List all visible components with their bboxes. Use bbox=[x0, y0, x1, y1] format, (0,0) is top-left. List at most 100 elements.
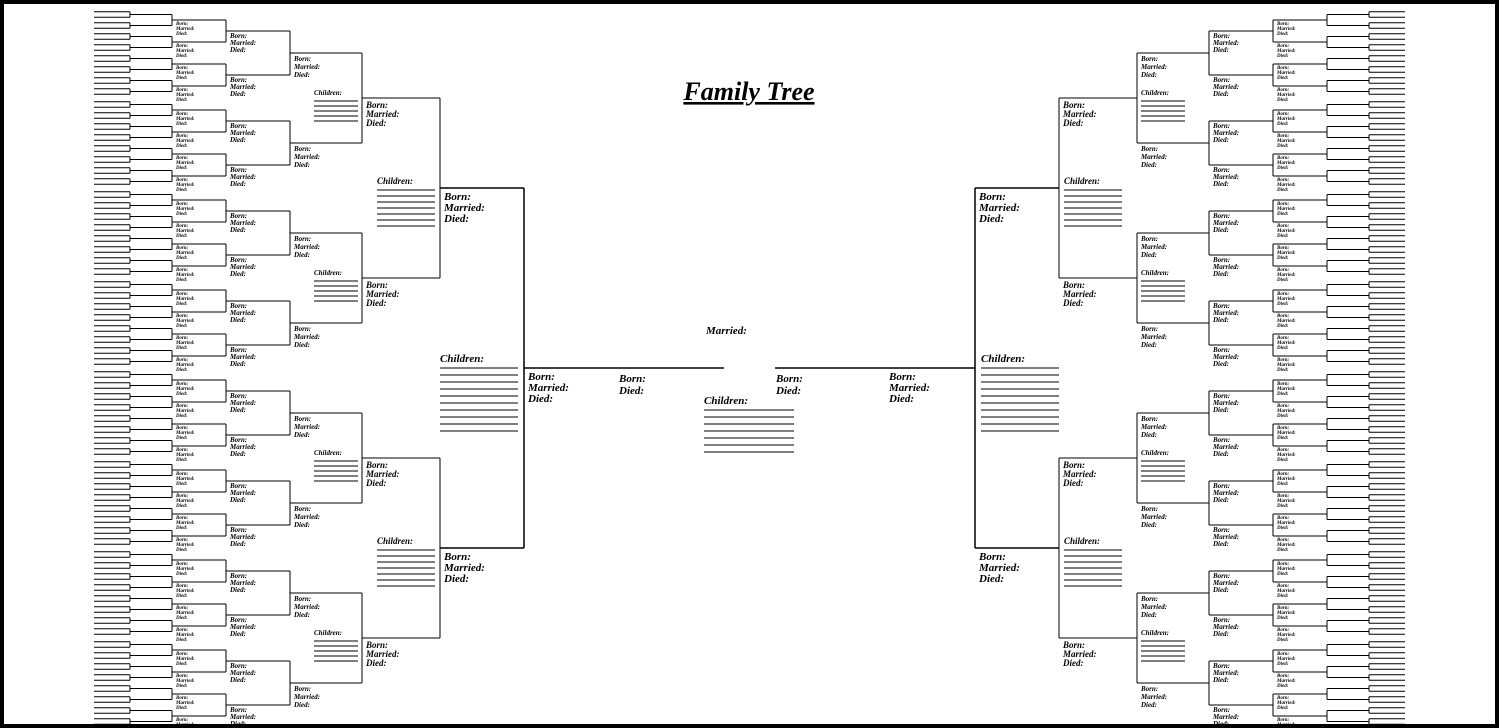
died-label: Died: bbox=[1212, 496, 1229, 504]
died-label: Died: bbox=[293, 431, 310, 439]
married-label: Married: bbox=[1140, 693, 1167, 701]
died-label: Died: bbox=[293, 161, 310, 169]
died-label: Died: bbox=[175, 324, 188, 329]
born-label: Born: bbox=[1140, 505, 1158, 513]
died-label: Died: bbox=[1212, 270, 1229, 278]
died-label: Died: bbox=[1212, 316, 1229, 324]
died-label: Died: bbox=[229, 226, 246, 234]
died-label: Died: bbox=[1140, 251, 1157, 259]
died-label: Died: bbox=[229, 630, 246, 638]
died-label: Died: bbox=[1212, 720, 1229, 724]
children-label: Children: bbox=[1141, 89, 1169, 97]
died-label: Died: bbox=[175, 504, 188, 509]
died-label: Died: bbox=[175, 594, 188, 599]
died-label: Died: bbox=[229, 360, 246, 368]
died-label: Died: bbox=[1276, 324, 1289, 329]
born-label: Born: bbox=[1140, 325, 1158, 333]
died-label: Died: bbox=[175, 436, 188, 441]
died-label: Died: bbox=[1062, 298, 1084, 308]
died-label: Died: bbox=[1212, 360, 1229, 368]
died-label: Died: bbox=[229, 180, 246, 188]
died-label: Died: bbox=[1276, 482, 1289, 487]
children-label: Children: bbox=[1141, 269, 1169, 277]
died-label: Died: bbox=[1212, 46, 1229, 54]
died-label: Died: bbox=[1212, 630, 1229, 638]
died-label: Died: bbox=[175, 256, 188, 261]
died-label: Died: bbox=[175, 482, 188, 487]
children-label: Children: bbox=[1141, 629, 1169, 637]
died-label: Died: bbox=[175, 572, 188, 577]
born-label: Born: bbox=[1140, 595, 1158, 603]
married-label: Married: bbox=[293, 603, 320, 611]
married-label: Married: bbox=[1140, 153, 1167, 161]
died-label: Died: bbox=[175, 76, 188, 81]
died-label: Died: bbox=[1276, 144, 1289, 149]
married-label: Married: bbox=[1140, 603, 1167, 611]
children-label: Children: bbox=[377, 176, 413, 186]
died-label: Died: bbox=[1276, 436, 1289, 441]
died-label: Died: bbox=[175, 234, 188, 239]
born-label: Born: bbox=[293, 145, 311, 153]
children-label: Children: bbox=[704, 395, 748, 407]
died-label: Died: bbox=[775, 385, 801, 397]
chart-frame: Family TreeMarried:Born:Died:Born:Died:C… bbox=[0, 0, 1499, 728]
children-label: Children: bbox=[314, 269, 342, 277]
born-label: Born: bbox=[1140, 685, 1158, 693]
died-label: Died: bbox=[175, 98, 188, 103]
died-label: Died: bbox=[527, 393, 553, 405]
died-label: Died: bbox=[229, 46, 246, 54]
died-label: Died: bbox=[229, 720, 246, 724]
married-label: Married: bbox=[293, 243, 320, 251]
died-label: Died: bbox=[175, 346, 188, 351]
died-label: Died: bbox=[1212, 540, 1229, 548]
died-label: Died: bbox=[1212, 136, 1229, 144]
died-label: Died: bbox=[443, 573, 469, 585]
died-label: Died: bbox=[229, 136, 246, 144]
married-label: Married: bbox=[293, 63, 320, 71]
died-label: Died: bbox=[229, 450, 246, 458]
died-label: Died: bbox=[1276, 638, 1289, 643]
died-label: Died: bbox=[1212, 180, 1229, 188]
died-label: Died: bbox=[175, 392, 188, 397]
died-label: Died: bbox=[1276, 76, 1289, 81]
born-label: Born: bbox=[618, 373, 646, 385]
died-label: Died: bbox=[1276, 526, 1289, 531]
born-label: Born: bbox=[775, 373, 803, 385]
died-label: Died: bbox=[1140, 71, 1157, 79]
died-label: Died: bbox=[229, 406, 246, 414]
died-label: Died: bbox=[175, 616, 188, 621]
died-label: Died: bbox=[293, 611, 310, 619]
died-label: Died: bbox=[175, 638, 188, 643]
died-label: Died: bbox=[1140, 611, 1157, 619]
died-label: Died: bbox=[175, 188, 188, 193]
died-label: Died: bbox=[618, 385, 644, 397]
married-label: Married: bbox=[1140, 333, 1167, 341]
born-label: Born: bbox=[1140, 415, 1158, 423]
married-label: Married: bbox=[293, 423, 320, 431]
died-label: Died: bbox=[229, 270, 246, 278]
died-label: Died: bbox=[1062, 478, 1084, 488]
born-label: Born: bbox=[1140, 235, 1158, 243]
died-label: Died: bbox=[175, 32, 188, 37]
died-label: Died: bbox=[175, 706, 188, 711]
died-label: Died: bbox=[365, 478, 387, 488]
center-married-label: Married: bbox=[705, 325, 747, 337]
died-label: Died: bbox=[175, 684, 188, 689]
died-label: Died: bbox=[1062, 658, 1084, 668]
died-label: Died: bbox=[1140, 161, 1157, 169]
died-label: Died: bbox=[175, 368, 188, 373]
died-label: Died: bbox=[978, 573, 1004, 585]
died-label: Died: bbox=[1212, 406, 1229, 414]
children-label: Children: bbox=[314, 449, 342, 457]
married-label: Married: bbox=[1140, 423, 1167, 431]
born-label: Born: bbox=[293, 505, 311, 513]
children-label: Children: bbox=[440, 353, 484, 365]
died-label: Died: bbox=[293, 341, 310, 349]
died-label: Died: bbox=[1140, 521, 1157, 529]
died-label: Died: bbox=[229, 540, 246, 548]
died-label: Died: bbox=[1276, 368, 1289, 373]
children-label: Children: bbox=[981, 353, 1025, 365]
died-label: Died: bbox=[1276, 616, 1289, 621]
died-label: Died: bbox=[175, 458, 188, 463]
died-label: Died: bbox=[1276, 548, 1289, 553]
